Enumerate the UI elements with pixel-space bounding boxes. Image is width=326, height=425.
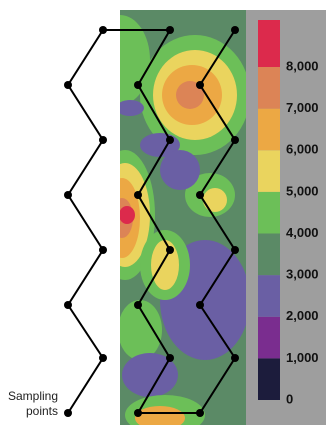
colorbar-label: 5,000 (286, 183, 319, 198)
colorbar-label: 6,000 (286, 142, 319, 157)
colorbar-swatch (258, 191, 280, 234)
colorbar-swatch (258, 316, 280, 359)
colorbar-label: 4,000 (286, 225, 319, 240)
colorbar-label: 0 (286, 391, 293, 406)
colorbar-swatch (258, 20, 280, 67)
sampling-points (64, 26, 239, 417)
colorbar-label: 1,000 (286, 350, 319, 365)
annotation: points (26, 404, 58, 418)
annotation: Sampling (8, 389, 58, 403)
contour-map (120, 10, 246, 425)
colorbar-swatch (258, 67, 280, 109)
colorbar-label: 2,000 (286, 308, 319, 323)
colorbar-swatch (258, 108, 280, 151)
sampling-paths (66, 29, 237, 414)
colorbar-swatch (258, 233, 280, 276)
colorbar-swatch (258, 150, 280, 192)
colorbar-swatch (258, 275, 280, 317)
colorbar-label: 3,000 (286, 267, 319, 282)
colorbar-label: 8,000 (286, 58, 319, 73)
colorbar-swatch (258, 358, 280, 400)
colorbar-label: 7,000 (286, 100, 319, 115)
